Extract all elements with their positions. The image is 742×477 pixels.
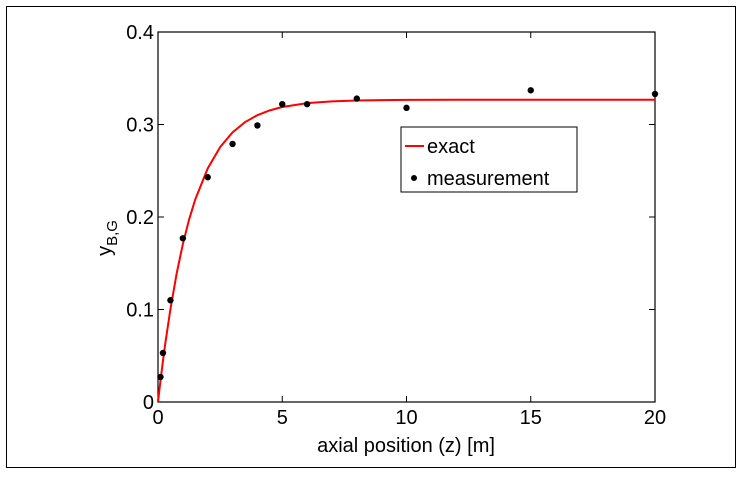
legend-measurement-label: measurement: [427, 168, 550, 190]
measurement-point: [353, 95, 360, 102]
measurement-point: [651, 90, 659, 98]
y-tick-label: 0.2: [126, 207, 154, 229]
measurement-point: [159, 349, 167, 357]
axis-tick-labels: 0 5 10 15 20 0 0.1 0.2 0.3 0.4: [126, 22, 666, 429]
y-tick-label: 0.4: [126, 22, 154, 44]
legend-exact-label: exact: [427, 136, 475, 158]
measurement-point: [179, 235, 187, 242]
x-axis-label: axial position (z) [m]: [317, 435, 495, 457]
measurement-point: [157, 373, 164, 381]
y-axis-label-subscript: B,G: [104, 220, 121, 246]
legend-box: [400, 126, 578, 193]
y-tick-label: 0.1: [126, 300, 154, 322]
legend: exact measurement: [400, 126, 578, 193]
measurement-points: [157, 87, 659, 381]
measurement-point: [279, 100, 286, 108]
y-tick-label: 0: [143, 392, 154, 414]
x-tick-label: 10: [395, 407, 417, 429]
measurement-point: [303, 100, 311, 108]
x-tick-label: 0: [152, 407, 163, 429]
y-axis-label: yB,G: [94, 220, 121, 256]
legend-measurement-swatch: [411, 175, 417, 181]
measurement-point: [254, 122, 261, 129]
y-tick-label: 0.3: [126, 115, 154, 137]
x-tick-label: 5: [277, 407, 288, 429]
x-tick-label: 20: [644, 407, 666, 429]
series-line-exact: [157, 98, 655, 403]
x-tick-label: 15: [520, 407, 542, 429]
measurement-point: [403, 104, 410, 112]
y-axis-label-main: y: [94, 246, 116, 256]
measurement-point: [167, 297, 174, 304]
measurement-point: [204, 174, 211, 181]
measurement-point: [229, 140, 236, 148]
plot-area: [157, 31, 656, 403]
measurement-point: [527, 87, 534, 94]
